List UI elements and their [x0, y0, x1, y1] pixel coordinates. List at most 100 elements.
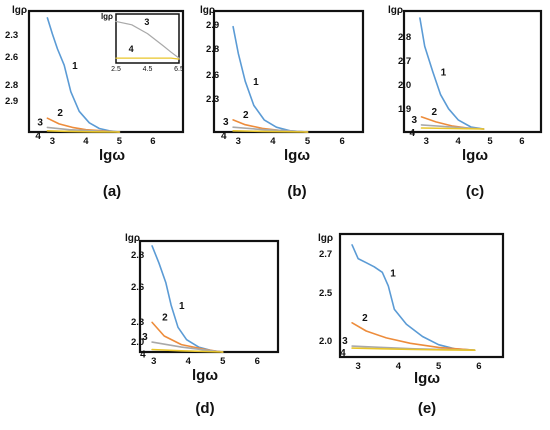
x-tick-label: 4 [270, 136, 276, 147]
y-tick-label: 2.0 [398, 80, 411, 91]
series-4-label: 4 [35, 131, 41, 142]
inset-x-tick-label: 2.5 [111, 66, 121, 73]
series-3-label: 3 [142, 332, 148, 343]
y-tick-label: 2.6 [206, 70, 219, 81]
y-axis-label: lgρ [200, 5, 215, 16]
inset-series-3-line [115, 20, 180, 59]
x-axis-label: lgω [99, 147, 125, 164]
x-tick-label: 5 [117, 136, 123, 147]
y-tick-label: 2.8 [5, 80, 18, 91]
x-tick-label: 5 [220, 356, 226, 367]
y-tick-label: 2.3 [5, 30, 18, 41]
y-tick-label: 2.6 [5, 52, 18, 63]
x-tick-label: 4 [456, 136, 462, 147]
inset-plot: lgρ 2.5 4.5 6.5 3 4 [101, 12, 184, 73]
x-tick-label: 4 [83, 136, 89, 147]
x-axis-label: lgω [192, 367, 218, 384]
series-2-label: 2 [243, 110, 249, 121]
x-tick-label: 3 [236, 136, 241, 147]
series-2-label: 2 [57, 108, 63, 119]
y-tick-label: 2.0 [131, 337, 144, 348]
x-tick-label: 5 [436, 361, 442, 372]
y-tick-label: 2.7 [319, 249, 332, 260]
plot-frame [212, 9, 365, 134]
series-4-label: 4 [410, 128, 416, 139]
x-tick-label: 4 [396, 361, 402, 372]
series-1-label: 1 [72, 61, 78, 72]
y-tick-label: 2.9 [5, 96, 18, 107]
plot-frame [138, 239, 280, 354]
series-4-line [151, 348, 224, 353]
y-tick-label: 2.8 [131, 250, 144, 261]
inset-x-tick-label: 4.5 [143, 66, 153, 73]
x-tick-label: 3 [355, 361, 360, 372]
series-3-label: 3 [342, 336, 348, 347]
plot-frame [402, 9, 543, 134]
panel-label: (c) [466, 183, 484, 200]
inset-series-3-label: 3 [144, 17, 149, 27]
series-4-label: 4 [340, 348, 346, 359]
x-tick-label: 6 [150, 136, 155, 147]
y-axis-label: lgρ [318, 233, 333, 244]
series-2-label: 2 [432, 107, 438, 118]
series-2-label: 2 [162, 312, 168, 323]
inset-series-4-label: 4 [129, 44, 134, 54]
panel-label: (a) [103, 183, 121, 200]
series-4-line [351, 347, 476, 351]
x-tick-label: 3 [50, 136, 55, 147]
x-axis-label: lgω [414, 370, 440, 387]
y-tick-label: 2.5 [319, 288, 333, 299]
series-3-label: 3 [412, 115, 418, 126]
inset-series-4-line [115, 57, 180, 60]
series-3-label: 3 [223, 117, 229, 128]
inset-y-axis-label: lgρ [101, 12, 113, 21]
x-tick-label: 5 [487, 136, 493, 147]
x-tick-label: 4 [186, 356, 192, 367]
series-1-label: 1 [390, 268, 396, 279]
y-axis-label: lgρ [125, 233, 140, 244]
series-4-label: 4 [221, 131, 227, 142]
panel-label: (e) [418, 400, 436, 417]
x-tick-label: 6 [340, 136, 345, 147]
series-4-line [420, 127, 485, 130]
series-4-line [232, 130, 309, 133]
x-tick-label: 3 [151, 356, 156, 367]
series-1-line [351, 244, 476, 351]
x-tick-label: 6 [519, 136, 524, 147]
series-1-label: 1 [179, 301, 185, 312]
y-axis-label: lgρ [12, 5, 27, 16]
y-tick-label: 2.0 [319, 336, 332, 347]
series-1-label: 1 [253, 77, 259, 88]
x-tick-label: 5 [305, 136, 311, 147]
x-axis-label: lgω [284, 147, 310, 164]
series-1-label: 1 [441, 68, 447, 79]
x-tick-label: 3 [424, 136, 429, 147]
y-tick-label: 2.8 [398, 32, 411, 43]
inset-x-tick-label: 6.5 [174, 66, 184, 73]
y-tick-label: 2.9 [206, 20, 219, 31]
y-tick-label: 2.3 [131, 317, 144, 328]
plot-frame [338, 232, 505, 359]
y-axis-label: lgρ [388, 5, 403, 16]
series-1-line [419, 17, 485, 130]
y-tick-label: 2.6 [131, 282, 144, 293]
series-4-line [46, 130, 121, 133]
series-3-label: 3 [37, 117, 43, 128]
y-tick-label: 1.9 [398, 104, 411, 115]
x-tick-label: 6 [476, 361, 481, 372]
series-4-label: 4 [140, 350, 146, 361]
panel-label: (b) [287, 183, 306, 200]
y-tick-label: 2.3 [206, 94, 219, 105]
y-tick-label: 2.8 [206, 44, 219, 55]
series-2-label: 2 [362, 313, 368, 324]
inset-frame [115, 13, 180, 64]
x-tick-label: 6 [255, 356, 260, 367]
panel-label: (d) [195, 400, 214, 417]
series-1-line [46, 17, 121, 133]
y-tick-label: 2.7 [398, 56, 411, 67]
